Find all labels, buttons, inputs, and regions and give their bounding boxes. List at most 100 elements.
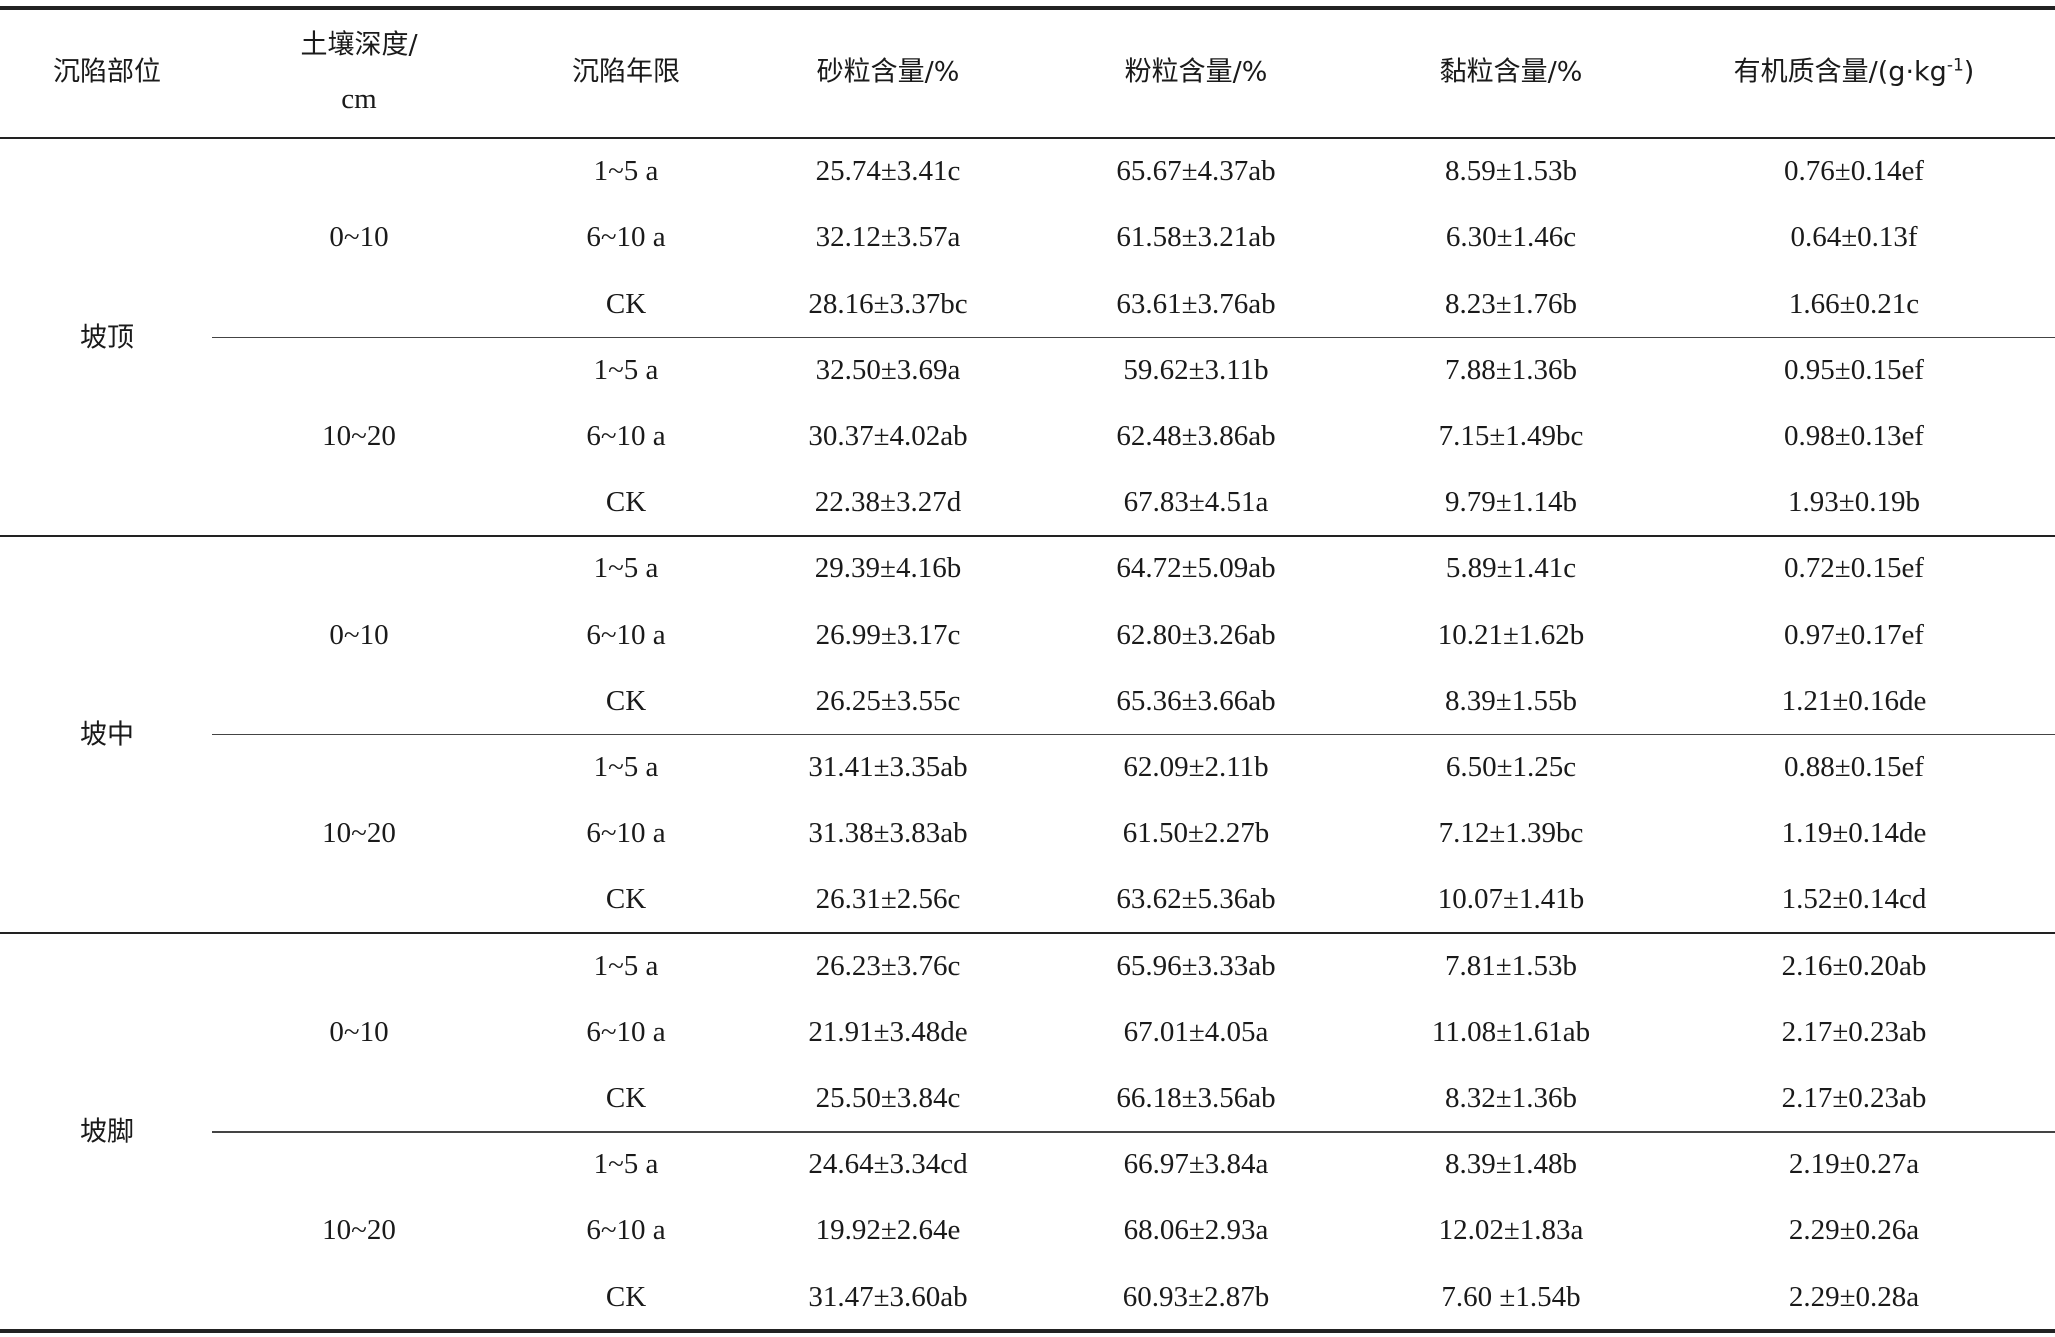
cell-organic: 0.72±0.15ef (1784, 552, 1924, 585)
cell-silt: 66.18±3.56ab (1116, 1082, 1276, 1115)
cell-sand: 26.99±3.17c (815, 618, 961, 651)
header-organic-main: 有机质含量/(g·kg (1733, 56, 1947, 88)
cell-organic: 0.95±0.15ef (1784, 353, 1924, 386)
cell-clay: 7.12±1.39bc (1438, 817, 1584, 850)
cell-position: 坡顶 (80, 322, 134, 354)
cell-sand: 31.47±3.60ab (808, 1280, 968, 1313)
header-silt: 粉粒含量/% (1124, 56, 1268, 88)
cell-clay: 5.89±1.41c (1445, 552, 1577, 585)
cell-years: 1~5 a (593, 949, 659, 982)
cell-silt: 65.96±3.33ab (1116, 949, 1276, 982)
cell-organic: 0.97±0.17ef (1784, 618, 1924, 651)
cell-organic: 1.66±0.21c (1788, 287, 1920, 320)
cell-organic: 2.29±0.28a (1788, 1280, 1920, 1313)
cell-organic: 2.16±0.20ab (1781, 949, 1927, 982)
cell-clay: 8.39±1.55b (1445, 684, 1577, 717)
cell-clay: 9.79±1.14b (1445, 486, 1577, 519)
cell-silt: 62.80±3.26ab (1116, 618, 1276, 651)
cell-sand: 24.64±3.34cd (808, 1148, 968, 1181)
cell-years: 1~5 a (593, 552, 659, 585)
cell-years: CK (605, 486, 647, 519)
header-depth: 土壤深度/ (300, 29, 418, 61)
cell-organic: 1.52±0.14cd (1781, 883, 1927, 916)
header-organic: 有机质含量/(g·kg-1) (1734, 54, 1975, 89)
cell-silt: 60.93±2.87b (1122, 1280, 1270, 1313)
cell-silt: 66.97±3.84a (1123, 1148, 1269, 1181)
cell-depth: 10~20 (322, 817, 396, 850)
cell-sand: 26.25±3.55c (815, 684, 961, 717)
cell-silt: 67.83±4.51a (1123, 486, 1269, 519)
header-organic-sup: -1 (1946, 55, 1964, 76)
cell-years: 6~10 a (586, 618, 666, 651)
cell-years: 6~10 a (586, 1015, 666, 1048)
cell-years: CK (605, 1082, 647, 1115)
cell-clay: 6.50±1.25c (1445, 751, 1577, 784)
cell-silt: 63.61±3.76ab (1116, 287, 1276, 320)
cell-sand: 26.23±3.76c (815, 949, 961, 982)
cell-sand: 32.12±3.57a (815, 221, 961, 254)
cell-years: CK (605, 287, 647, 320)
cell-organic: 0.64±0.13f (1790, 221, 1918, 254)
cell-sand: 30.37±4.02ab (808, 420, 968, 453)
cell-sand: 21.91±3.48de (808, 1015, 968, 1048)
cell-depth: 0~10 (329, 618, 389, 651)
cell-clay: 11.08±1.61ab (1431, 1015, 1591, 1048)
cell-organic: 2.29±0.26a (1788, 1214, 1920, 1247)
cell-organic: 2.19±0.27a (1788, 1148, 1920, 1181)
cell-silt: 68.06±2.93a (1123, 1214, 1269, 1247)
cell-organic: 1.21±0.16de (1781, 684, 1927, 717)
cell-organic: 2.17±0.23ab (1781, 1082, 1927, 1115)
cell-silt: 65.36±3.66ab (1116, 684, 1276, 717)
cell-clay: 8.59±1.53b (1445, 155, 1577, 188)
cell-sand: 25.50±3.84c (815, 1082, 961, 1115)
header-clay: 黏粒含量/% (1439, 56, 1583, 88)
cell-years: CK (605, 883, 647, 916)
cell-silt: 59.62±3.11b (1123, 353, 1269, 386)
cell-years: CK (605, 684, 647, 717)
cell-depth: 0~10 (329, 221, 389, 254)
cell-clay: 7.81±1.53b (1445, 949, 1577, 982)
group-divider (0, 535, 2055, 538)
cell-silt: 63.62±5.36ab (1116, 883, 1276, 916)
header-sand: 砂粒含量/% (816, 56, 960, 88)
cell-silt: 65.67±4.37ab (1116, 155, 1276, 188)
cell-sand: 31.41±3.35ab (808, 751, 968, 784)
cell-silt: 67.01±4.05a (1123, 1015, 1269, 1048)
cell-sand: 29.39±4.16b (814, 552, 962, 585)
cell-years: 6~10 a (586, 420, 666, 453)
cell-organic: 1.19±0.14de (1781, 817, 1927, 850)
cell-clay: 12.02±1.83a (1438, 1214, 1584, 1247)
cell-silt: 61.50±2.27b (1122, 817, 1270, 850)
cell-clay: 7.60 ±1.54b (1441, 1280, 1581, 1313)
cell-years: 1~5 a (593, 353, 659, 386)
table-bottom-rule (0, 1329, 2055, 1333)
cell-clay: 7.15±1.49bc (1438, 420, 1584, 453)
cell-silt: 61.58±3.21ab (1116, 221, 1276, 254)
cell-organic: 0.98±0.13ef (1784, 420, 1924, 453)
header-position: 沉陷部位 (53, 56, 161, 88)
cell-sand: 19.92±2.64e (815, 1214, 961, 1247)
cell-years: 6~10 a (586, 1214, 666, 1247)
depth-divider (212, 733, 2055, 736)
cell-years: 6~10 a (586, 221, 666, 254)
cell-clay: 8.39±1.48b (1445, 1148, 1577, 1181)
cell-sand: 28.16±3.37bc (808, 287, 968, 320)
cell-depth: 0~10 (329, 1015, 389, 1048)
cell-silt: 62.48±3.86ab (1116, 420, 1276, 453)
cell-years: CK (605, 1280, 647, 1313)
cell-clay: 8.23±1.76b (1445, 287, 1577, 320)
cell-clay: 8.32±1.36b (1445, 1082, 1577, 1115)
cell-sand: 32.50±3.69a (815, 353, 961, 386)
cell-silt: 64.72±5.09ab (1116, 552, 1276, 585)
cell-organic: 2.17±0.23ab (1781, 1015, 1927, 1048)
cell-silt: 62.09±2.11b (1123, 751, 1269, 784)
cell-sand: 26.31±2.56c (815, 883, 961, 916)
header-organic-end: ) (1963, 56, 1975, 88)
cell-years: 6~10 a (586, 817, 666, 850)
depth-divider (212, 336, 2055, 339)
cell-depth: 10~20 (322, 420, 396, 453)
cell-organic: 1.93±0.19b (1788, 486, 1920, 519)
cell-clay: 6.30±1.46c (1445, 221, 1577, 254)
cell-depth: 10~20 (322, 1214, 396, 1247)
depth-divider (212, 1131, 2055, 1133)
